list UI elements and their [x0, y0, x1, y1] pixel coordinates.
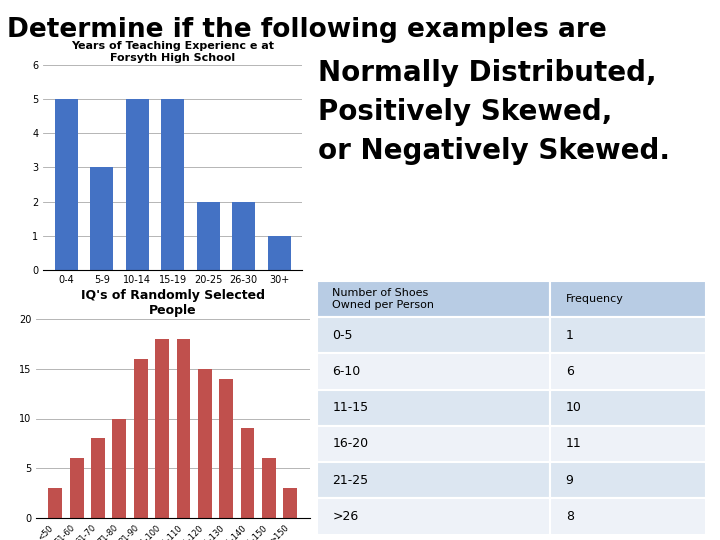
Text: 11: 11 — [566, 437, 581, 450]
Bar — [317, 389, 550, 426]
Text: 8: 8 — [566, 510, 574, 523]
Bar — [161, 99, 184, 270]
Bar — [550, 281, 706, 317]
Title: Years of Teaching Experienc e at
Forsyth High School: Years of Teaching Experienc e at Forsyth… — [71, 41, 274, 63]
Bar — [317, 498, 550, 535]
Bar — [317, 353, 550, 389]
Text: 1: 1 — [566, 329, 574, 342]
Text: 10: 10 — [566, 401, 582, 414]
Bar — [112, 418, 127, 518]
Bar — [317, 317, 550, 353]
Bar — [134, 359, 148, 518]
Bar — [550, 426, 706, 462]
Text: Normally Distributed,
Positively Skewed,
or Negatively Skewed.: Normally Distributed, Positively Skewed,… — [318, 58, 670, 165]
Bar — [91, 438, 105, 518]
Text: Determine if the following examples are: Determine if the following examples are — [7, 17, 607, 43]
Bar — [550, 462, 706, 498]
Bar — [91, 167, 114, 270]
Bar — [126, 99, 149, 270]
Bar — [232, 201, 255, 270]
Text: 11-15: 11-15 — [333, 401, 369, 414]
Bar — [550, 317, 706, 353]
Text: 16-20: 16-20 — [333, 437, 369, 450]
Bar — [262, 458, 276, 518]
Bar — [176, 339, 190, 518]
Bar — [550, 353, 706, 389]
Text: 9: 9 — [566, 474, 574, 487]
Bar — [48, 488, 63, 518]
Text: Frequency: Frequency — [566, 294, 624, 304]
Text: 21-25: 21-25 — [333, 474, 369, 487]
Text: 6-10: 6-10 — [333, 365, 361, 378]
Bar — [550, 498, 706, 535]
Bar — [219, 379, 233, 518]
Bar — [317, 281, 550, 317]
Bar — [317, 462, 550, 498]
Title: IQ's of Randomly Selected
People: IQ's of Randomly Selected People — [81, 289, 265, 318]
Text: 6: 6 — [566, 365, 574, 378]
Bar — [240, 429, 254, 518]
Text: 0-5: 0-5 — [333, 329, 353, 342]
Bar — [197, 201, 220, 270]
Bar — [317, 426, 550, 462]
Bar — [55, 99, 78, 270]
Bar — [156, 339, 169, 518]
Bar — [283, 488, 297, 518]
Text: Number of Shoes
Owned per Person: Number of Shoes Owned per Person — [333, 288, 434, 310]
Bar — [198, 368, 212, 518]
Bar — [268, 236, 291, 270]
Bar — [550, 389, 706, 426]
Text: >26: >26 — [333, 510, 359, 523]
Bar — [70, 458, 84, 518]
